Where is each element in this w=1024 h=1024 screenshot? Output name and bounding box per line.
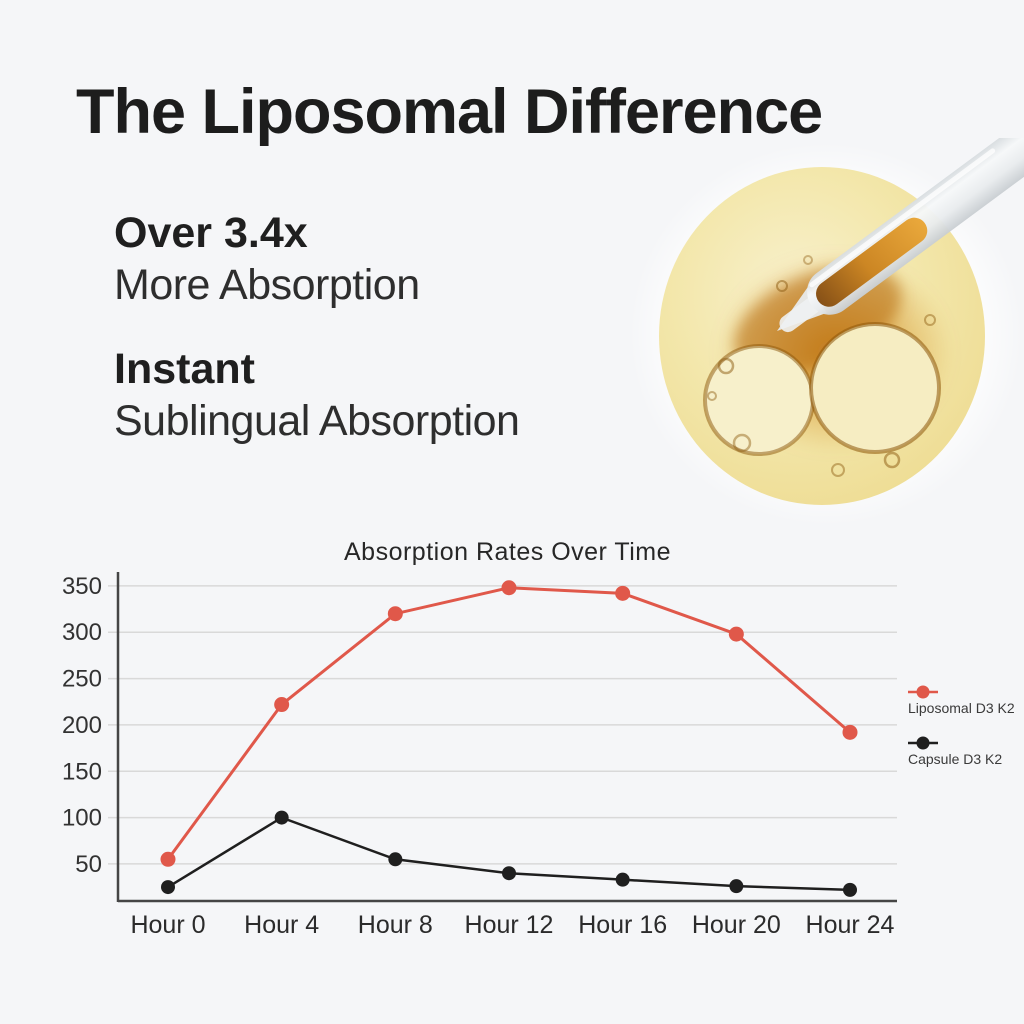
pipette [777, 138, 1024, 333]
oil-bubble-small [732, 433, 752, 453]
data-point-liposomal [160, 851, 176, 867]
feature-sublingual-absorption: Instant Sublingual Absorption [114, 344, 520, 447]
data-point-capsule [843, 882, 857, 897]
x-tick-label: Hour 16 [578, 911, 667, 939]
feature-subline: More Absorption [114, 260, 420, 309]
oil-droplet-photo-art [630, 138, 1024, 526]
oil-bubble-small [831, 463, 845, 477]
x-tick-label: Hour 0 [130, 911, 205, 939]
x-tick-label: Hour 4 [244, 911, 319, 939]
x-tick-label: Hour 20 [692, 911, 781, 939]
oil-bubble-small [803, 255, 813, 265]
y-tick-label: 300 [62, 619, 102, 646]
data-point-capsule [615, 872, 630, 887]
pipette-oil [816, 217, 928, 307]
data-point-capsule [388, 852, 403, 867]
y-tick-label: 350 [62, 573, 102, 600]
data-point-capsule [274, 810, 289, 825]
x-tick-label: Hour 24 [806, 911, 895, 939]
data-point-liposomal [387, 606, 403, 622]
oil-bubble-small [717, 357, 735, 375]
oil-bubble-large-right [809, 322, 941, 454]
page-title: The Liposomal Difference [76, 77, 823, 147]
oil-bubble-small [776, 280, 788, 292]
legend-label: Capsule D3 K2 [908, 751, 1002, 767]
data-point-liposomal [274, 697, 290, 713]
data-point-capsule [161, 880, 175, 895]
legend-label: Liposomal D3 K2 [908, 700, 1015, 716]
data-point-liposomal [842, 724, 858, 740]
chart-title: Absorption Rates Over Time [344, 538, 671, 566]
series-line-liposomal [166, 586, 851, 861]
y-tick-label: 50 [75, 851, 102, 878]
data-point-liposomal [615, 585, 631, 601]
x-tick-label: Hour 12 [465, 911, 554, 939]
data-point-liposomal [728, 626, 744, 642]
oil-bubble-small [707, 391, 717, 401]
pipette-highlight [809, 148, 996, 288]
absorption-chart: Absorption Rates Over Time 50 100 150 200 250… [62, 538, 1015, 939]
data-point-capsule [502, 866, 516, 881]
oil-bubble-small [924, 314, 936, 326]
feature-headline: Instant [114, 345, 255, 393]
y-tick-label: 150 [62, 758, 102, 785]
data-point-liposomal [501, 580, 517, 596]
x-tick-label: Hour 8 [358, 911, 433, 939]
oil-bubble-small [883, 451, 901, 469]
oil-droplet-photo [630, 138, 1024, 528]
y-tick-label: 200 [62, 712, 102, 739]
data-point-capsule [729, 879, 744, 894]
feature-headline: Over 3.4x [114, 209, 308, 257]
legend-marker-dot [916, 685, 930, 699]
feature-subline: Sublingual Absorption [114, 396, 520, 445]
legend-marker-dot [916, 736, 930, 750]
feature-more-absorption: Over 3.4x More Absorption [114, 208, 420, 311]
y-tick-label: 100 [62, 805, 102, 832]
y-tick-label: 250 [62, 666, 102, 693]
